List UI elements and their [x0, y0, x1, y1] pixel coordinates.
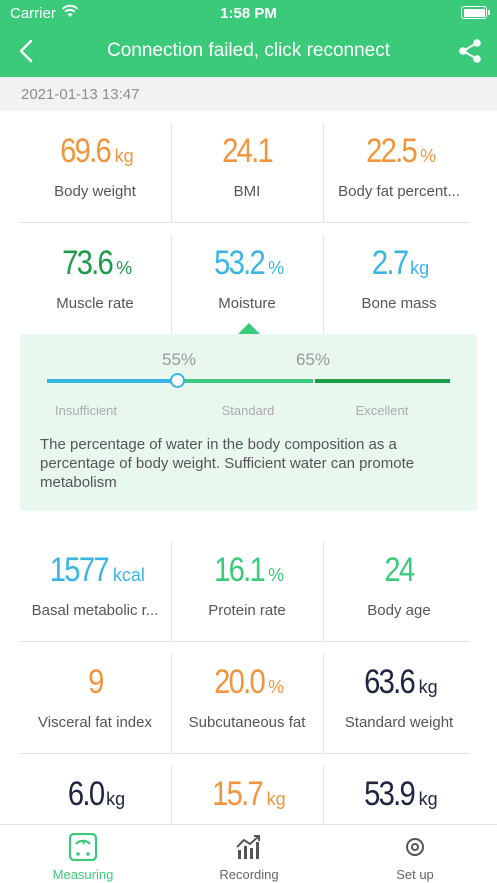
measurement-date-bar: 2021-01-13 13:47: [0, 77, 497, 111]
zone-label-standard: Standard: [221, 403, 275, 418]
metric-unit: kg: [410, 258, 430, 278]
moisture-detail-panel: 55% 65% Insufficient Standard Excellent …: [20, 334, 477, 511]
metric-label: Body age: [367, 602, 431, 619]
metric-protein-rate[interactable]: 16.1% Protein rate: [172, 536, 322, 648]
metric-unit: kg: [418, 789, 438, 809]
tab-label: Set up: [396, 867, 434, 882]
back-arrow-icon[interactable]: [14, 38, 40, 64]
metric-label: Protein rate: [208, 602, 286, 619]
metric-unit: kcal: [112, 565, 145, 585]
metric-value: 15.7: [212, 775, 264, 813]
metric-label: Subcutaneous fat: [188, 714, 306, 731]
metric-value: 16.1: [213, 551, 266, 589]
metric-standard-weight[interactable]: 63.6 kg Standard weight: [324, 648, 474, 760]
current-value-marker: [170, 373, 185, 388]
metric-value: 63.6: [364, 663, 416, 701]
metric-label: Basal metabolic r...: [31, 602, 159, 619]
metric-value: 24.1: [221, 132, 274, 170]
bottom-tab-bar: Measuring Recording Set up: [0, 824, 497, 883]
chart-trend-icon: [236, 835, 260, 859]
clock: 1:58 PM: [220, 5, 277, 22]
metrics-row: 1577 kcal Basal metabolic r... 16.1% Prot…: [20, 536, 470, 648]
metric-item[interactable]: 53.9 kg: [324, 760, 474, 872]
metric-item[interactable]: 6.0 kg: [20, 760, 170, 872]
metric-unit: kg: [106, 789, 126, 809]
nav-bar: Connection failed, click reconnect: [0, 26, 497, 77]
metric-label: Muscle rate: [56, 295, 134, 312]
metrics-row: 9 Visceral fat index 20.0% Subcutaneous …: [20, 648, 470, 760]
metric-value: 6.0: [67, 775, 105, 813]
metric-item[interactable]: 15.7 kg: [172, 760, 322, 872]
tab-label: Measuring: [52, 867, 114, 882]
metric-value: 24: [384, 551, 415, 589]
metric-unit: %: [268, 677, 285, 697]
tab-recording[interactable]: Recording: [166, 825, 332, 883]
metric-value: 1577: [49, 551, 110, 589]
reconnect-title[interactable]: Connection failed, click reconnect: [106, 40, 391, 61]
range-bar-standard: [178, 379, 313, 383]
tab-set-up[interactable]: Set up: [332, 825, 497, 883]
metric-moisture[interactable]: 53.2% Moisture: [172, 229, 322, 341]
metric-value: 22.5: [365, 132, 418, 170]
range-bar-excellent: [315, 379, 450, 383]
metric-label: Body fat percent...: [338, 183, 460, 200]
metric-value: 73.6: [61, 244, 114, 282]
metric-bone-mass[interactable]: 2.7 kg Bone mass: [324, 229, 474, 341]
metric-bmi[interactable]: 24.1 BMI: [172, 117, 322, 229]
metric-unit: kg: [114, 146, 134, 166]
zone-label-excellent: Excellent: [355, 403, 409, 418]
detail-pointer: [237, 323, 261, 335]
metrics-row: 69.6 kg Body weight 24.1 BMI 22.5% Body f…: [20, 117, 470, 229]
metric-label: Moisture: [218, 295, 276, 312]
tab-label: Recording: [219, 867, 279, 882]
metric-value: 20.0: [213, 663, 266, 701]
metric-muscle-rate[interactable]: 73.6% Muscle rate: [20, 229, 170, 341]
metric-unit: kg: [266, 789, 286, 809]
metric-visceral-fat[interactable]: 9 Visceral fat index: [20, 648, 170, 760]
metric-value: 9: [87, 663, 104, 701]
metric-value: 69.6: [60, 132, 112, 170]
metric-unit: %: [420, 146, 437, 166]
metric-body-weight[interactable]: 69.6 kg Body weight: [20, 117, 170, 229]
header: Carrier 1:58 PM Connection failed, click…: [0, 0, 497, 77]
threshold-low-label: 55%: [162, 350, 197, 369]
settings-icon: [406, 838, 424, 856]
metric-label: Standard weight: [344, 714, 454, 731]
metric-label: Visceral fat index: [38, 714, 152, 731]
tab-measuring[interactable]: Measuring: [0, 825, 166, 883]
metric-unit: %: [116, 258, 133, 278]
metric-label: Body weight: [54, 183, 136, 200]
status-bar: Carrier 1:58 PM: [0, 0, 497, 26]
metrics-row: 73.6% Muscle rate 53.2% Moisture 2.7 kg B…: [20, 229, 470, 341]
metric-unit: %: [268, 565, 285, 585]
metrics-grid-top: 69.6 kg Body weight 24.1 BMI 22.5% Body f…: [20, 117, 470, 341]
battery-icon: [461, 6, 490, 19]
threshold-high-label: 65%: [296, 350, 331, 369]
metric-body-age[interactable]: 24 Body age: [324, 536, 474, 648]
metric-body-fat[interactable]: 22.5% Body fat percent...: [324, 117, 474, 229]
wifi-icon: [61, 4, 79, 17]
metric-basal-metabolic-rate[interactable]: 1577 kcal Basal metabolic r...: [20, 536, 170, 648]
share-icon[interactable]: [457, 38, 483, 64]
metric-value: 53.9: [364, 775, 416, 813]
scale-icon: [68, 833, 98, 861]
metrics-grid-bottom: 1577 kcal Basal metabolic r... 16.1% Prot…: [20, 536, 470, 872]
metric-label: BMI: [233, 183, 261, 200]
moisture-description: The percentage of water in the body comp…: [40, 436, 415, 491]
metric-value: 2.7: [371, 244, 409, 282]
measurement-date: 2021-01-13 13:47: [21, 86, 140, 103]
metric-unit: %: [268, 258, 285, 278]
carrier-label: Carrier: [10, 5, 56, 22]
metric-label: Bone mass: [361, 295, 437, 312]
metrics-row: 6.0 kg 15.7 kg 53.9 kg: [20, 760, 470, 872]
metric-value: 53.2: [213, 244, 266, 282]
zone-label-insufficient: Insufficient: [55, 403, 117, 418]
metric-subcutaneous-fat[interactable]: 20.0% Subcutaneous fat: [172, 648, 322, 760]
range-bar-insufficient: [47, 379, 176, 383]
metric-unit: kg: [418, 677, 438, 697]
